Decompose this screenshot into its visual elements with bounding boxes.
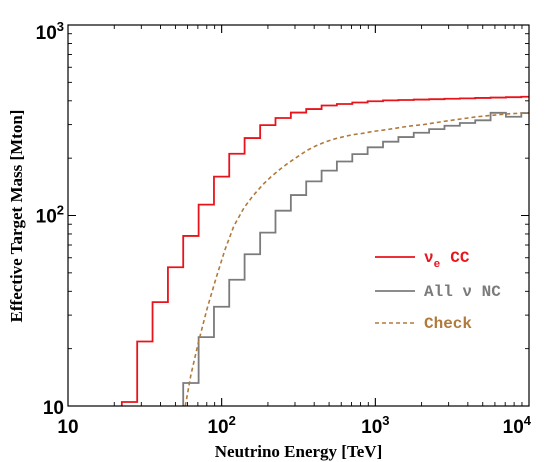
x-axis-label: Neutrino Energy [TeV] bbox=[215, 442, 382, 461]
plot-area bbox=[68, 25, 529, 406]
x-tick-label: 10 bbox=[57, 417, 78, 438]
plot-frame bbox=[67, 24, 530, 407]
legend-entry-all-nc: All ν NC bbox=[375, 283, 501, 301]
legend-nu-symbol: ν bbox=[424, 249, 434, 267]
series-line-0 bbox=[120, 95, 529, 406]
legend: νe CC All ν NC Check bbox=[375, 249, 501, 333]
series-line-1 bbox=[182, 111, 529, 406]
x-tick-label: 103 bbox=[361, 413, 389, 438]
series-line-2 bbox=[184, 112, 530, 407]
y-tick-label: 10 bbox=[43, 398, 64, 419]
y-tick-label: 103 bbox=[36, 19, 64, 44]
legend-label-check: Check bbox=[424, 315, 472, 333]
x-tick-label: 102 bbox=[207, 413, 235, 438]
legend-label-all-nc: All ν NC bbox=[424, 283, 501, 301]
legend-nu-subscript: e bbox=[434, 259, 441, 271]
legend-entry-check: Check bbox=[375, 315, 472, 333]
series-layer bbox=[120, 95, 530, 407]
minor-ticks bbox=[67, 24, 530, 407]
legend-cc-text: CC bbox=[450, 249, 470, 267]
tick-labels: 10 102 103 104 10 102 103 bbox=[36, 19, 532, 438]
x-tick-label: 104 bbox=[503, 413, 532, 438]
legend-entry-nue-cc: νe CC bbox=[375, 249, 470, 271]
y-axis-label: Effective Target Mass [Mton] bbox=[7, 110, 26, 323]
legend-label-nue-cc: νe CC bbox=[424, 249, 470, 271]
y-tick-label: 102 bbox=[36, 203, 64, 228]
